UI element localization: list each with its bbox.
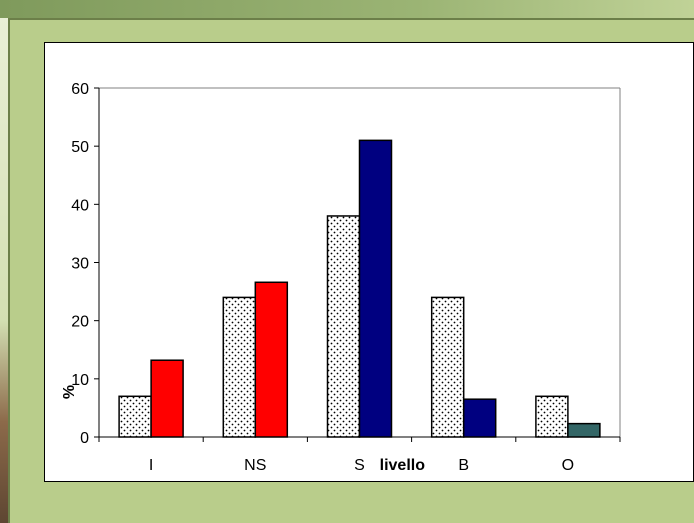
bar-series1-s xyxy=(326,215,361,438)
bar-series1-ns xyxy=(222,296,257,438)
x-tick-label: O xyxy=(562,457,574,474)
bar-series1-o xyxy=(535,395,569,438)
y-tick-label: 30 xyxy=(71,256,89,273)
x-axis-title: livello xyxy=(380,457,426,474)
slide-left-strip xyxy=(0,18,10,523)
x-tick-label: B xyxy=(458,457,469,474)
bar-series2-i xyxy=(150,359,184,438)
y-tick-label: 10 xyxy=(71,372,89,389)
y-tick-label: 40 xyxy=(71,197,89,214)
x-tick-label: I xyxy=(149,457,153,474)
y-tick-label: 0 xyxy=(80,430,89,447)
y-axis-title: % xyxy=(61,385,78,399)
slide-top-band xyxy=(0,0,694,18)
y-tick-label: 60 xyxy=(71,81,89,98)
y-tick-label: 20 xyxy=(71,314,89,331)
x-tick-label: NS xyxy=(244,457,266,474)
bar-series1-b xyxy=(430,296,465,438)
y-tick-label: 50 xyxy=(71,139,89,156)
x-tick-label: S xyxy=(354,457,365,474)
bar-series2-ns xyxy=(254,281,289,438)
bar-series1-i xyxy=(118,395,152,438)
bar-series2-b xyxy=(462,398,497,438)
bar-series2-o xyxy=(567,422,601,438)
bar-series2-s xyxy=(358,139,393,438)
